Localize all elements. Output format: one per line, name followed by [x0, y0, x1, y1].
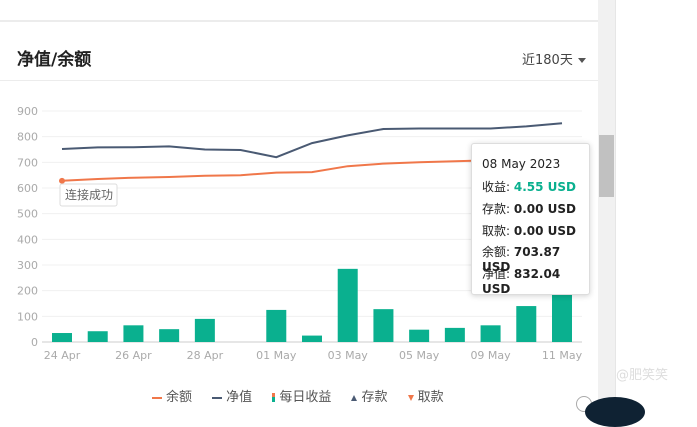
- tooltip-value-equity: 832.04 USD: [482, 267, 561, 296]
- x-tick-label: 05 May: [399, 349, 440, 362]
- profit-bar: [444, 327, 465, 342]
- tooltip-label-deposit: 存款:: [482, 202, 511, 216]
- chart-legend: 余额 净值 每日收益 存款 取款: [152, 386, 460, 405]
- period-select[interactable]: 近180天: [522, 49, 586, 68]
- tooltip-value-profit: 4.55 USD: [513, 180, 577, 194]
- profit-bar: [409, 329, 430, 342]
- y-tick-label: 900: [17, 105, 38, 118]
- tooltip-date: 08 May 2023: [482, 157, 561, 171]
- x-tick-label: 09 May: [470, 349, 511, 362]
- y-tick-label: 0: [31, 336, 38, 349]
- period-label: 近180天: [522, 53, 573, 68]
- scrollbar-thumb[interactable]: [599, 135, 614, 197]
- legend-balance-swatch: [152, 396, 162, 399]
- x-tick-label: 24 Apr: [44, 349, 81, 362]
- legend-deposit-swatch: [351, 394, 358, 401]
- legend-equity-swatch: [212, 396, 223, 399]
- scrollbar[interactable]: [598, 0, 615, 403]
- profit-bar: [516, 306, 537, 342]
- legend-profit-label: 每日收益: [279, 390, 332, 405]
- watermark: @肥笑笑: [616, 368, 669, 383]
- profit-bar: [194, 318, 215, 342]
- top-strip-inner: [0, 0, 598, 20]
- tooltip-label-profit: 收益:: [482, 180, 511, 194]
- tooltip-value-balance: 703.87 USD: [482, 245, 561, 274]
- tooltip-value-withdraw: 0.00 USD: [513, 224, 577, 238]
- annotation-box: [59, 183, 118, 207]
- x-tick-label: 03 May: [328, 349, 369, 362]
- y-tick-label: 200: [17, 285, 38, 298]
- x-tick-label: 26 Apr: [115, 349, 152, 362]
- equity-line: [61, 122, 563, 159]
- avatar[interactable]: [585, 397, 645, 427]
- profit-bar: [266, 309, 287, 342]
- x-tick-label: 01 May: [256, 349, 297, 362]
- y-tick-label: 800: [17, 131, 38, 144]
- profit-bar: [337, 268, 358, 342]
- y-tick-label: 700: [17, 156, 38, 169]
- y-tick-label: 500: [17, 208, 38, 221]
- chart: 0 100 200 300 400 500 600 700 800 900 连接成功 24 Apr 26…: [17, 105, 583, 362]
- tooltip-label-withdraw: 取款:: [482, 224, 511, 238]
- tooltip-value-deposit: 0.00 USD: [513, 202, 577, 216]
- legend-deposit-label: 存款: [361, 390, 388, 405]
- profit-bar: [87, 331, 108, 342]
- profit-bar: [480, 325, 501, 342]
- profit-bar: [302, 335, 322, 342]
- profit-bar: [52, 333, 72, 342]
- tooltip-label-balance: 余额:: [482, 245, 511, 259]
- y-tick-label: 300: [17, 259, 38, 272]
- legend-deposit[interactable]: 存款: [351, 390, 387, 405]
- tooltip-label-equity: 净值:: [482, 267, 511, 281]
- legend-profit-swatch: [272, 393, 276, 402]
- y-tick-label: 600: [17, 182, 38, 195]
- right-panel: [615, 0, 697, 403]
- legend-equity-label: 净值: [226, 390, 253, 405]
- legend-withdraw-label: 取款: [417, 390, 444, 405]
- profit-bar: [159, 329, 180, 342]
- profit-bar: [552, 293, 572, 342]
- page-title: 净值/余额: [17, 50, 92, 70]
- chevron-down-icon: [577, 58, 586, 63]
- legend-balance[interactable]: 余额: [152, 390, 192, 405]
- legend-balance-label: 余额: [166, 390, 193, 405]
- y-tick-label: 100: [17, 310, 38, 323]
- legend-equity[interactable]: 净值: [212, 390, 252, 405]
- legend-withdraw[interactable]: 取款: [407, 390, 444, 405]
- card-header: [0, 32, 598, 81]
- x-tick-label: 28 Apr: [187, 349, 224, 362]
- y-tick-label: 400: [17, 233, 38, 246]
- x-tick-label: 11 May: [542, 349, 583, 362]
- chart-tooltip: 08 May 2023 收益: 4.55 USD 存款: 0.00 USD 取款…: [471, 143, 590, 296]
- start-marker: [59, 177, 65, 184]
- legend-withdraw-swatch: [407, 394, 414, 401]
- legend-profit[interactable]: 每日收益: [272, 390, 331, 405]
- profit-bar: [123, 325, 144, 342]
- profit-bar: [373, 309, 394, 342]
- annotation-label: 连接成功: [65, 187, 113, 202]
